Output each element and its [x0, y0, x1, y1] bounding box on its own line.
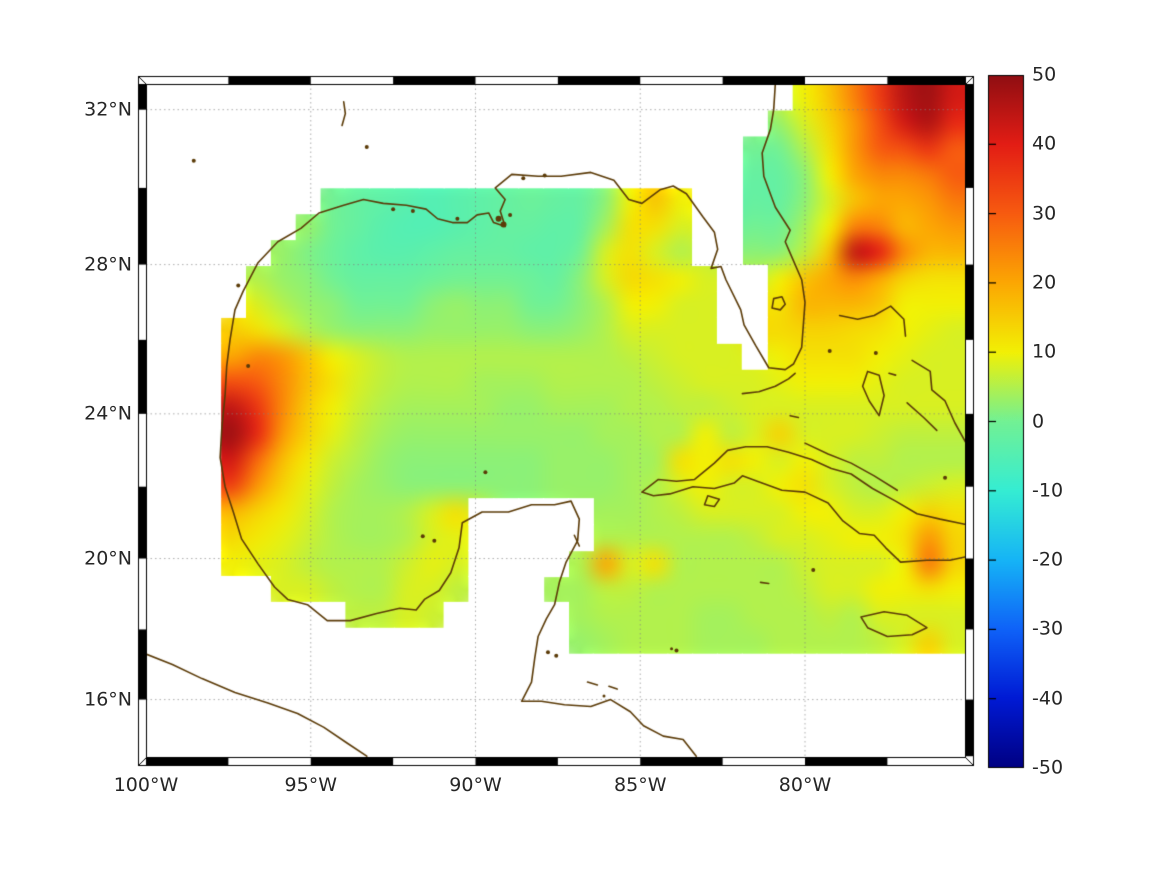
lon-tick-label-95w: 95°W: [284, 774, 337, 796]
colorbar-tick-label: -20: [1032, 548, 1064, 571]
colorbar-tick-label: 10: [1032, 340, 1057, 363]
colorbar-tick-label: -10: [1032, 479, 1064, 502]
lat-tick-label-24n: 24°N: [84, 402, 132, 425]
lat-tick-label-16n: 16°N: [84, 688, 132, 711]
lon-tick-label-80w: 80°W: [778, 774, 832, 796]
lon-tick-label-85w: 85°W: [614, 774, 667, 796]
colorbar-tick-label: -50: [1032, 756, 1064, 779]
lat-tick-label-20n: 20°N: [84, 547, 132, 570]
lon-tick-label-100w: 100°W: [113, 774, 179, 796]
colorbar-tick-label: -40: [1032, 687, 1064, 710]
colorbar-tick-label: 30: [1032, 202, 1057, 225]
lat-tick-label-28n: 28°N: [84, 253, 132, 276]
lat-tick-label-32n: 32°N: [84, 98, 132, 121]
colorbar-tick-label: 50: [1032, 63, 1057, 86]
lon-tick-label-90w: 90°W: [449, 774, 502, 796]
colorbar-tick-label: -30: [1032, 617, 1064, 640]
colorbar-tick-label: 40: [1032, 132, 1057, 155]
colorbar-tick-label: 0: [1032, 410, 1045, 433]
colorbar-tick-label: 20: [1032, 271, 1057, 294]
